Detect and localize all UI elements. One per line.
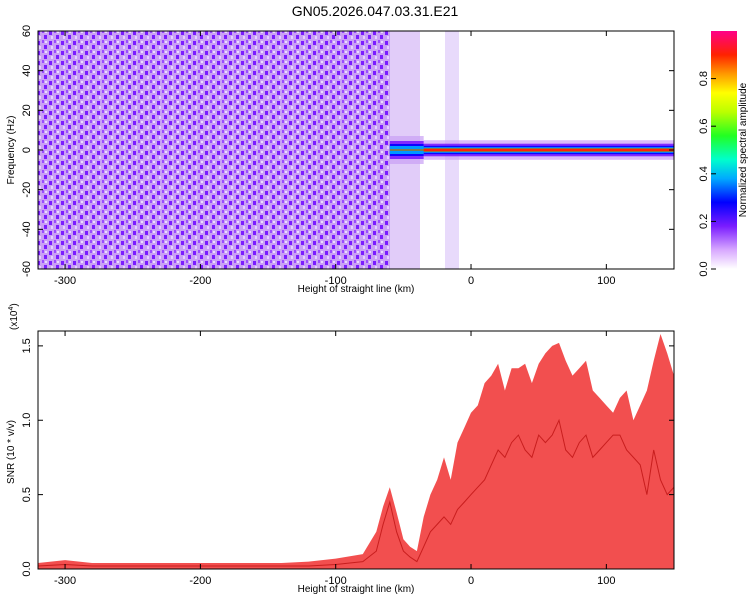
snr-y-tick-label: 1.0 xyxy=(21,413,33,428)
snr-y-tick-label: 0.5 xyxy=(21,487,33,502)
figure-title: GN05.2026.047.03.31.E21 xyxy=(292,3,459,19)
spectrogram-x-tick-label: 0 xyxy=(468,275,474,287)
snr-y-tick-label: 1.5 xyxy=(21,338,33,353)
colorbar-tick-label: 0.0 xyxy=(698,261,710,276)
spectrogram-y-tick-label: 20 xyxy=(21,104,33,116)
spectrogram-y-axis-title: Frequency (Hz) xyxy=(6,116,17,185)
colorbar-tick-label: 0.4 xyxy=(698,166,710,181)
snr-x-tick-label: -300 xyxy=(54,575,76,587)
snr-y-tick-label: 0.0 xyxy=(21,561,33,576)
snr-series-band xyxy=(38,334,674,569)
colorbar-tick-label: 0.2 xyxy=(698,214,710,229)
spectrogram-y-tick-label: 40 xyxy=(21,65,33,77)
spectrogram-x-tick-label: -100 xyxy=(325,275,347,287)
snr-frame xyxy=(37,330,675,570)
spectrogram-noise-region xyxy=(38,31,390,269)
snr-series-line xyxy=(38,418,674,567)
spectrogram-y-ticks: -60 -40 -20 0 20 40 60 xyxy=(21,25,674,277)
snr-y-multiplier: (x104) xyxy=(8,303,20,330)
spectrogram-x-tick-label: -300 xyxy=(54,275,76,287)
colorbar-label: Normalized spectral amplitude xyxy=(738,82,749,217)
colorbar-tick-label: 0.6 xyxy=(698,119,710,134)
spectrogram-y-tick-label: -60 xyxy=(21,261,33,277)
spectrogram-x-axis-title: Height of straight line (km) xyxy=(298,284,415,295)
spectrogram-x-tick-label: -200 xyxy=(189,275,211,287)
spectrogram-band-layer xyxy=(389,149,424,151)
spectrogram-y-tick-label: -40 xyxy=(21,221,33,237)
spectrogram-y-tick-label: -20 xyxy=(21,182,33,198)
spectrogram-band-layer xyxy=(423,148,674,152)
snr-x-tick-label: -100 xyxy=(325,575,347,587)
snr-x-ticks: -300 -200 -100 0 100 xyxy=(54,331,616,587)
colorbar-ticks: 0.0 0.2 0.4 0.6 0.8 xyxy=(698,71,716,277)
spectrogram-x-ticks: -300 -200 -100 0 100 xyxy=(54,31,616,287)
snr-x-tick-label: 100 xyxy=(597,575,615,587)
colorbar: 0.0 0.2 0.4 0.6 0.8 Normalized spectral ampl… xyxy=(698,31,749,277)
snr-x-axis-title: Height of straight line (km) xyxy=(298,584,415,595)
snr-x-tick-label: 0 xyxy=(468,575,474,587)
spectrogram-y-tick-label: 0 xyxy=(21,147,33,153)
snr-y-ticks: 0.0 0.5 1.0 1.5 xyxy=(21,338,674,577)
colorbar-gradient xyxy=(711,31,737,269)
spectrogram-signal-band xyxy=(389,136,674,164)
snr-panel: -300 -200 -100 0 100 0.0 0.5 1.0 1.5 Height of … xyxy=(6,303,675,595)
snr-x-tick-label: -200 xyxy=(189,575,211,587)
spectrogram-y-tick-label: 60 xyxy=(21,25,33,37)
colorbar-tick-label: 0.8 xyxy=(698,71,710,86)
spectrogram-x-tick-label: 100 xyxy=(597,275,615,287)
snr-y-axis-title: SNR (10 * v/v) xyxy=(6,420,17,484)
